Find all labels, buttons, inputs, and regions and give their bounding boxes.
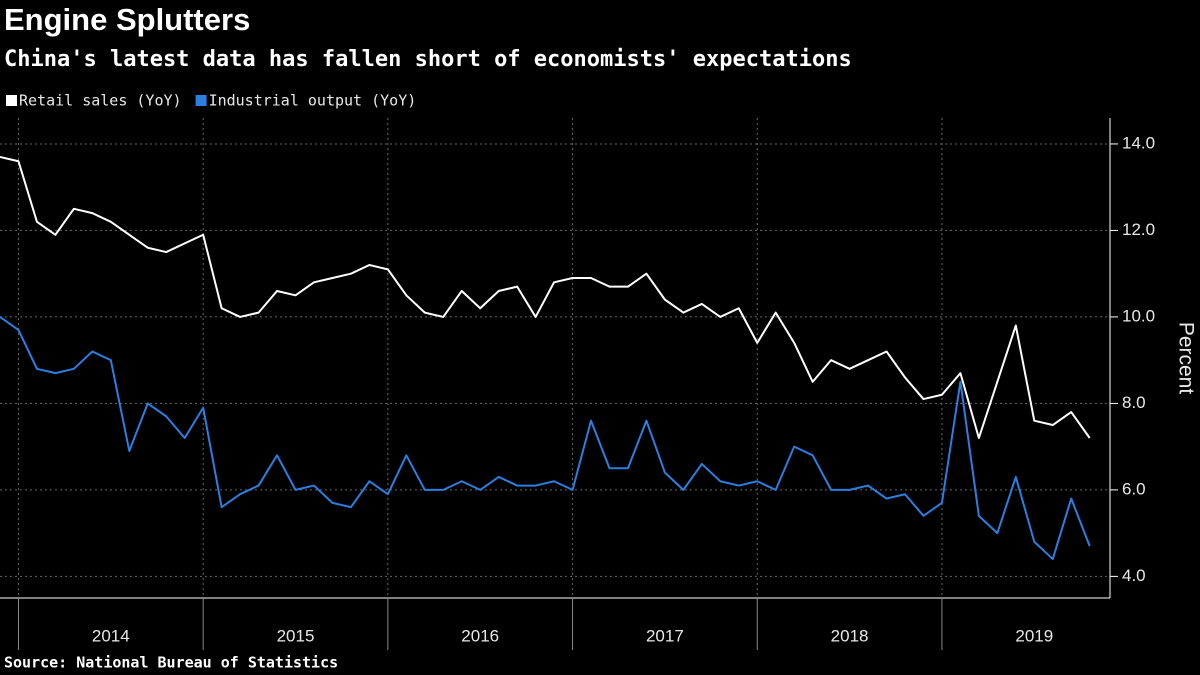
legend-label: Retail sales (YoY) xyxy=(19,92,182,110)
y-tick-label: 12.0 xyxy=(1122,220,1155,239)
y-tick-label: 14.0 xyxy=(1122,133,1155,152)
line-series xyxy=(0,155,1091,439)
legend-swatch xyxy=(195,95,207,106)
legend-label: Industrial output (YoY) xyxy=(209,92,417,110)
x-tick-label: 2016 xyxy=(461,626,499,645)
line-series xyxy=(0,316,1091,561)
y-axis-title: Percent xyxy=(1174,322,1197,395)
x-tick-label: 2017 xyxy=(646,626,684,645)
chart-title: Engine Splutters xyxy=(4,2,250,37)
chart-subtitle: China's latest data has fallen short of … xyxy=(4,47,852,72)
x-tick-label: 2015 xyxy=(277,626,315,645)
x-tick-label: 2019 xyxy=(1015,626,1053,645)
y-tick-label: 4.0 xyxy=(1122,566,1146,585)
x-tick-label: 2018 xyxy=(831,626,869,645)
y-tick-label: 10.0 xyxy=(1122,306,1155,325)
y-tick-label: 6.0 xyxy=(1122,479,1146,498)
legend-swatch xyxy=(6,95,17,106)
x-tick-label: 2014 xyxy=(92,626,130,645)
y-tick-label: 8.0 xyxy=(1122,393,1146,412)
source: Source: National Bureau of Statistics xyxy=(4,654,338,672)
